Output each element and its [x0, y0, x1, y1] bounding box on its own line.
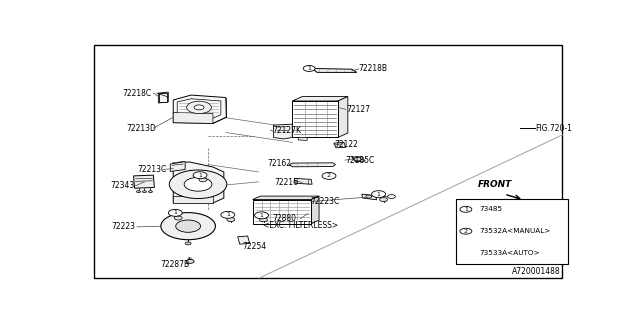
Polygon shape	[362, 194, 376, 200]
Text: 72223: 72223	[112, 222, 136, 231]
Polygon shape	[312, 68, 356, 72]
Circle shape	[372, 191, 385, 197]
Circle shape	[221, 212, 235, 218]
Text: 1: 1	[173, 210, 177, 215]
Text: <EXC. FILTERLESS>: <EXC. FILTERLESS>	[262, 221, 338, 230]
Polygon shape	[334, 142, 346, 148]
Text: 72162: 72162	[268, 159, 291, 168]
Circle shape	[303, 66, 315, 71]
Text: 72254: 72254	[243, 242, 267, 251]
Circle shape	[460, 206, 472, 212]
Text: 72218C: 72218C	[122, 89, 151, 98]
Text: 72287B: 72287B	[161, 260, 189, 269]
Circle shape	[186, 260, 194, 263]
Circle shape	[184, 177, 212, 191]
Circle shape	[199, 178, 207, 182]
Polygon shape	[173, 196, 213, 203]
Text: 1: 1	[226, 212, 230, 217]
Circle shape	[185, 242, 191, 245]
Circle shape	[260, 218, 268, 222]
Polygon shape	[298, 138, 307, 140]
Text: 73532A<MANUAL>: 73532A<MANUAL>	[480, 228, 551, 234]
Text: 72127K: 72127K	[273, 125, 301, 135]
Text: 1: 1	[464, 207, 468, 212]
Text: A720001488: A720001488	[511, 267, 560, 276]
Polygon shape	[292, 97, 348, 101]
Polygon shape	[173, 162, 224, 203]
Text: 73485: 73485	[480, 206, 503, 212]
Circle shape	[365, 195, 372, 198]
Text: FRONT: FRONT	[477, 180, 512, 189]
Text: 72216: 72216	[275, 178, 298, 187]
Polygon shape	[173, 95, 227, 124]
Circle shape	[168, 209, 182, 216]
Text: 72343: 72343	[111, 181, 135, 190]
Bar	[159, 93, 167, 102]
Circle shape	[255, 212, 269, 219]
Polygon shape	[273, 124, 292, 139]
Circle shape	[161, 212, 216, 240]
Text: 1: 1	[198, 173, 202, 178]
Polygon shape	[338, 97, 348, 138]
Text: 1: 1	[377, 192, 381, 196]
Polygon shape	[134, 175, 154, 188]
Circle shape	[143, 191, 147, 193]
Bar	[292, 101, 338, 138]
Polygon shape	[158, 92, 168, 103]
Text: 72218B: 72218B	[359, 64, 388, 74]
Circle shape	[194, 105, 204, 110]
Circle shape	[136, 191, 141, 193]
Text: 1: 1	[307, 66, 311, 71]
Circle shape	[380, 197, 388, 202]
Circle shape	[187, 101, 211, 114]
Text: 72127: 72127	[346, 105, 370, 114]
Text: FIG.720-1: FIG.720-1	[535, 124, 572, 133]
Circle shape	[388, 195, 396, 198]
Circle shape	[169, 170, 227, 198]
Text: 72213C: 72213C	[138, 165, 167, 174]
Text: 1: 1	[260, 213, 264, 218]
Text: 72185C: 72185C	[345, 156, 374, 164]
Polygon shape	[294, 178, 312, 184]
Polygon shape	[311, 196, 319, 224]
Polygon shape	[170, 162, 185, 172]
Polygon shape	[237, 236, 250, 244]
Text: 72213D: 72213D	[127, 124, 157, 132]
Text: 2: 2	[327, 173, 331, 178]
Polygon shape	[352, 157, 365, 162]
Text: 73533A<AUTO>: 73533A<AUTO>	[480, 250, 540, 256]
Text: 72223C: 72223C	[310, 197, 340, 206]
Circle shape	[148, 191, 152, 193]
Bar	[253, 200, 311, 224]
Bar	[456, 198, 568, 264]
Circle shape	[174, 216, 182, 220]
Circle shape	[322, 172, 336, 179]
Circle shape	[355, 157, 361, 161]
Polygon shape	[289, 163, 335, 167]
Text: 2: 2	[464, 229, 468, 234]
Text: 72122: 72122	[334, 140, 358, 149]
Circle shape	[460, 228, 472, 234]
Circle shape	[227, 218, 235, 221]
Polygon shape	[173, 112, 213, 124]
Text: 72880: 72880	[273, 214, 296, 223]
Circle shape	[193, 172, 207, 179]
Polygon shape	[253, 196, 319, 200]
Circle shape	[176, 220, 200, 232]
